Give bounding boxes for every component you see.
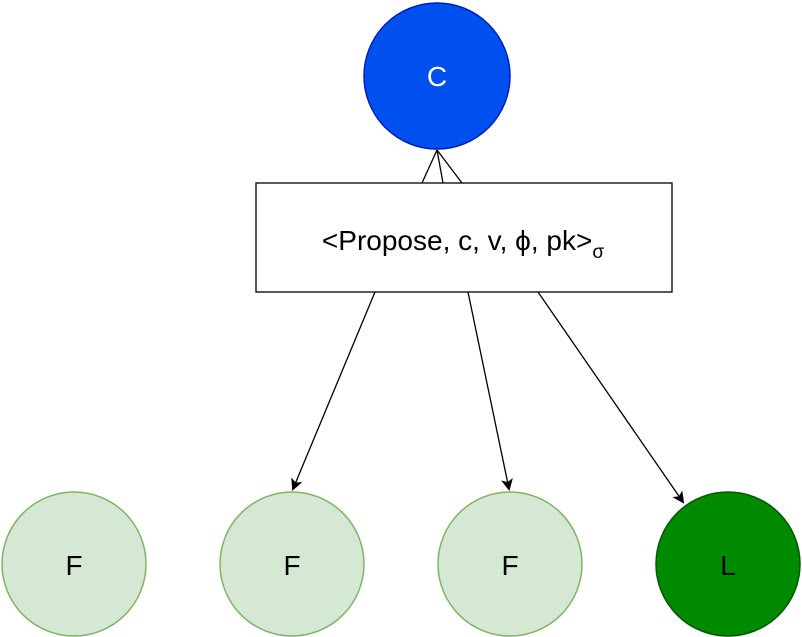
leader-node: L [655,491,801,637]
replica-node-3: F [437,491,583,637]
arrow-to-replica-2 [291,291,376,491]
client-node: C [363,2,511,150]
replica-circle [219,491,365,637]
arrow-to-leader [537,291,685,504]
message-to-replica-arrows [291,291,685,504]
replica-node-1: F [1,491,147,637]
replica-circle [1,491,147,637]
leader-label: L [720,550,736,581]
replica-node-2: F [219,491,365,637]
replica-circle [437,491,583,637]
leader-circle [655,491,801,637]
propose-message-box: <Propose, c, v, ϕ, pk>σ [255,182,673,293]
replica-label: F [501,550,518,581]
message-text: <Propose, c, v, ϕ, pk> [322,225,592,256]
client-to-message-connectors [421,149,463,184]
message-subscript: σ [592,242,604,263]
message-label: <Propose, c, v, ϕ, pk>σ [322,225,604,263]
replica-label: F [283,550,300,581]
arrow-to-replica-3 [467,291,513,491]
client-circle [363,2,511,150]
message-rect [255,182,673,293]
client-label: C [427,61,447,92]
replica-label: F [65,550,82,581]
